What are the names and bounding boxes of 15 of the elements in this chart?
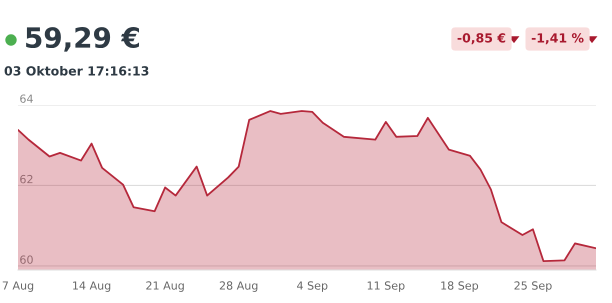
y-tick-label: 60 <box>20 255 33 264</box>
y-tick-label: 62 <box>20 174 32 184</box>
chart-subtitle: 03 Oktober 17:16:13 <box>4 66 148 76</box>
x-tick-label: 4 Sep <box>297 281 328 292</box>
y-tick-label: 64 <box>20 94 33 103</box>
chart-title: 59,29 € <box>26 27 140 52</box>
x-tick-label: 21 Aug <box>146 281 184 292</box>
x-tick-label: 18 Sep <box>441 281 478 292</box>
x-tick-label: 7 Aug <box>2 281 34 292</box>
x-tick-label: 25 Sep <box>514 281 552 292</box>
x-tick-label: 14 Aug <box>73 281 110 292</box>
x-tick-label: 28 Aug <box>220 281 258 292</box>
text: -1,41 % <box>532 33 584 44</box>
text: -0,85 € <box>458 33 506 44</box>
x-tick-label: 11 Sep <box>368 281 405 292</box>
